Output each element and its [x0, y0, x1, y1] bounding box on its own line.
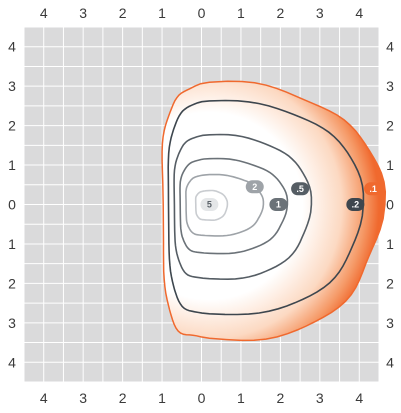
y-tick-left: 1: [8, 236, 16, 252]
y-tick-right: 0: [386, 197, 394, 213]
x-tick-bottom: 3: [79, 390, 87, 406]
x-tick-top: 2: [119, 5, 127, 21]
x-tick-top: 1: [158, 5, 166, 21]
contour-line-5: [194, 189, 229, 221]
x-tick-top: 4: [40, 5, 48, 21]
axis-ticks: 4 4 3 3 2 2 1 1 0 0 1 1 2 2 3 3 4 4 4 4 3 3 2 2 1 1 0 0 1 1 2 2 3 3 4 4: [8, 5, 394, 406]
contour-label-5: 5: [200, 198, 219, 211]
contour-line-p5: [173, 133, 313, 281]
contour-line-2: [185, 173, 265, 237]
y-tick-left: 3: [8, 315, 16, 331]
y-tick-left: 2: [8, 275, 16, 291]
y-tick-right: 3: [386, 78, 394, 94]
y-tick-left: 1: [8, 157, 16, 173]
x-tick-bottom: 4: [40, 390, 48, 406]
y-tick-right: 2: [386, 275, 394, 291]
x-tick-bottom: 1: [237, 390, 245, 406]
y-tick-left: 2: [8, 118, 16, 134]
contour-label-text: 5: [207, 200, 212, 210]
contour-label-badge: [269, 198, 288, 211]
x-tick-top: 3: [316, 5, 324, 21]
x-tick-bottom: 2: [119, 390, 127, 406]
x-tick-bottom: 2: [276, 390, 284, 406]
contour-lines: [167, 99, 365, 316]
contour-line-p2: [167, 99, 365, 316]
x-tick-top: 2: [276, 5, 284, 21]
contour-labels: .1 .2 .5 1 2 5: [200, 180, 383, 211]
x-tick-bottom: 3: [316, 390, 324, 406]
y-tick-right: 1: [386, 236, 394, 252]
contour-label-text: .1: [369, 184, 377, 194]
contour-label-p5: .5: [291, 182, 310, 196]
y-tick-left: 3: [8, 78, 16, 94]
x-tick-top: 1: [237, 5, 245, 21]
x-tick-bottom: 4: [355, 390, 363, 406]
contour-line-1: [179, 157, 289, 255]
y-tick-left: 0: [8, 197, 16, 213]
x-tick-top: 0: [198, 5, 206, 21]
contour-label-badge: [364, 182, 383, 196]
x-tick-top: 4: [355, 5, 363, 21]
contour-label-2: 2: [245, 180, 264, 194]
contour-label-badge: [200, 198, 219, 211]
contour-label-badge: [245, 180, 264, 194]
y-tick-left: 4: [8, 39, 16, 55]
y-tick-right: 4: [386, 354, 394, 370]
contour-label-1: 1: [269, 198, 288, 211]
y-tick-left: 4: [8, 354, 16, 370]
contour-label-text: .5: [296, 184, 304, 194]
y-tick-right: 3: [386, 315, 394, 331]
contour-label-badge: [346, 198, 365, 211]
contour-label-text: 1: [276, 200, 281, 210]
y-tick-right: 4: [386, 39, 394, 55]
y-tick-right: 1: [386, 157, 394, 173]
y-tick-right: 2: [386, 118, 394, 134]
contour-label-text: 2: [252, 182, 257, 192]
x-tick-bottom: 0: [198, 390, 206, 406]
contour-label-text: .2: [352, 200, 360, 210]
x-tick-bottom: 1: [158, 390, 166, 406]
highlight-region: [161, 80, 387, 342]
contour-label-p2: .2: [346, 198, 365, 211]
x-tick-top: 3: [79, 5, 87, 21]
contour-label-badge: [291, 182, 310, 196]
contour-label-p1: .1: [364, 182, 383, 196]
